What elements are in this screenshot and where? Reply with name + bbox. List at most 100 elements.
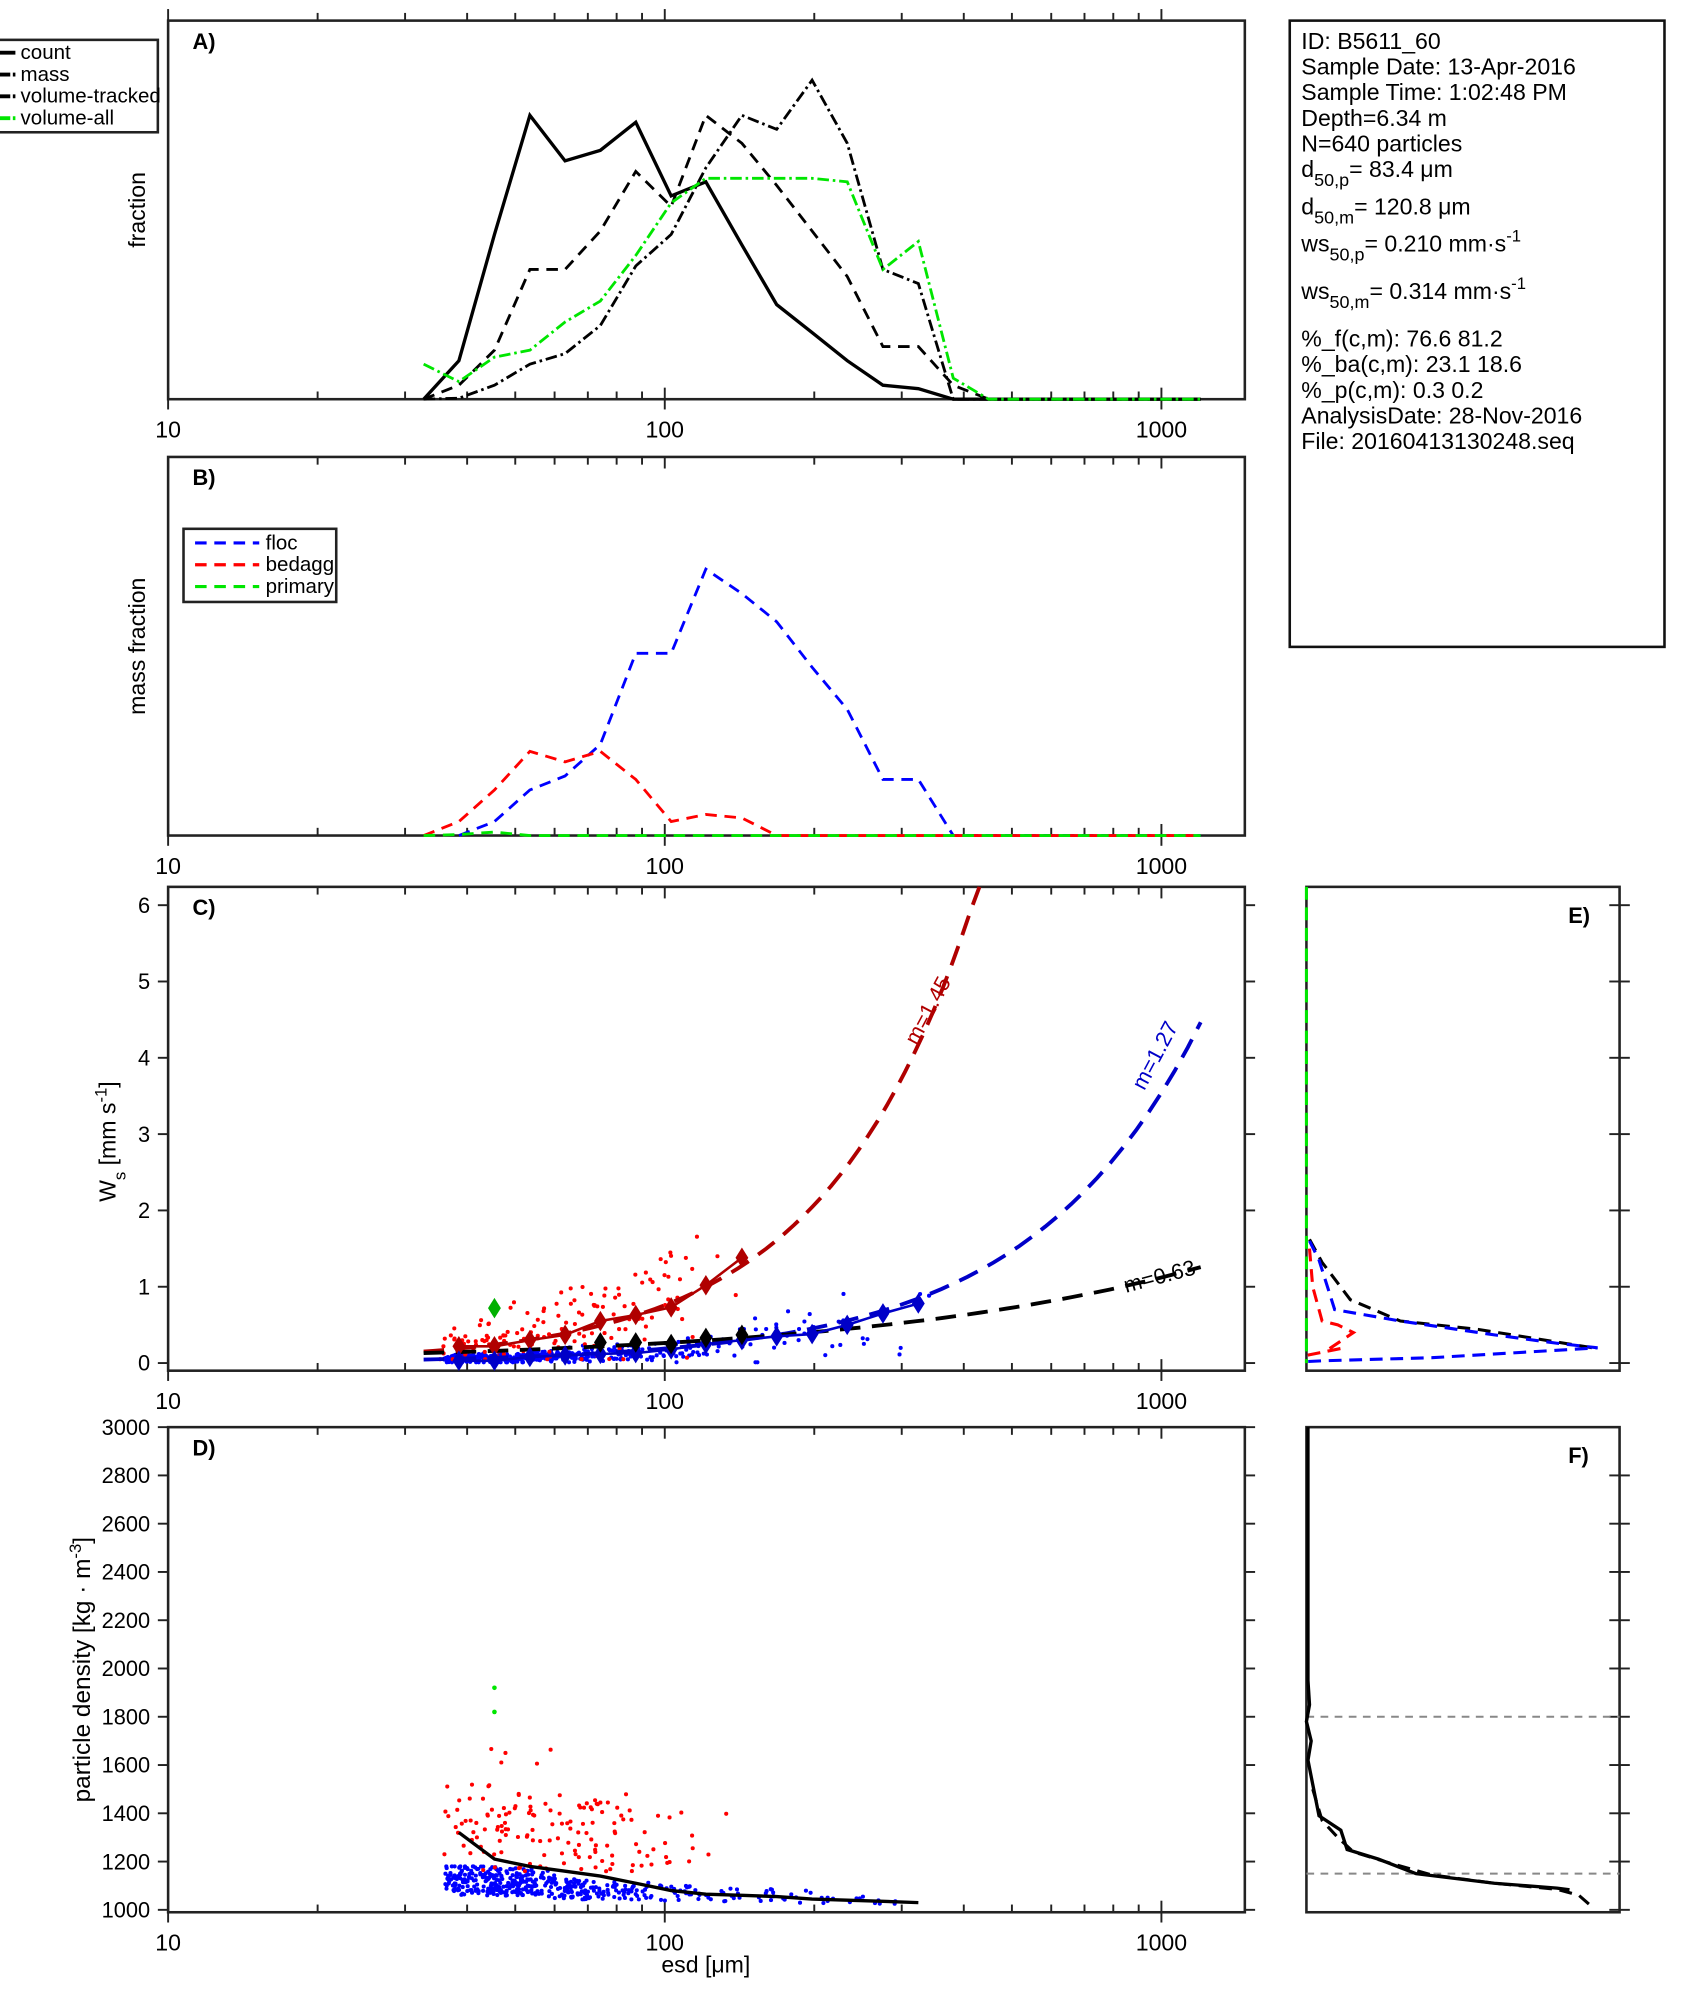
bedagg-point [505, 1329, 510, 1334]
bedagg-point [501, 1806, 506, 1811]
bedagg-point [515, 1331, 520, 1336]
floc-point [605, 1887, 610, 1893]
floc-point [658, 1897, 664, 1902]
info-text: ws [1300, 278, 1329, 304]
floc-point [616, 1890, 621, 1895]
floc-point [573, 1355, 578, 1360]
floc-point [571, 1884, 576, 1889]
bedagg-point [499, 1850, 504, 1855]
floc-point [548, 1876, 554, 1881]
floc-point [680, 1351, 685, 1356]
bedagg-point [621, 1357, 626, 1362]
info-superscript: -1 [1506, 226, 1521, 245]
bedagg-point [516, 1791, 521, 1797]
legend-label: bedagg [266, 553, 334, 576]
floc-point [926, 1293, 932, 1298]
floc-point [753, 1316, 758, 1321]
bedagg-point [572, 1321, 577, 1327]
bedagg-point [613, 1295, 618, 1300]
info-text: ws [1300, 231, 1329, 257]
y-axis-label-part: -3 [65, 1544, 84, 1559]
y-axis-label-part: particle density [kg · m [69, 1559, 96, 1803]
series-line-volume-all [423, 176, 1201, 401]
legend-label: floc [266, 531, 298, 554]
bedagg-point [668, 1250, 673, 1255]
diamond-marker-floc [770, 1326, 784, 1347]
bedagg-point [667, 1815, 672, 1820]
floc-point [498, 1880, 503, 1886]
floc-point [612, 1345, 617, 1350]
primary-point [492, 1709, 497, 1715]
bedagg-point [643, 1270, 648, 1275]
panel-E: E) [1304, 885, 1630, 1372]
bedagg-point [639, 1863, 644, 1868]
floc-point [635, 1893, 640, 1898]
bedagg-point [442, 1336, 447, 1341]
bedagg-point [617, 1346, 622, 1351]
floc-point [774, 1322, 779, 1327]
diamond-marker-all [699, 1327, 713, 1349]
bedagg-point [452, 1336, 457, 1341]
info-text: Sample Time: 1:02:48 PM [1301, 79, 1567, 105]
bedagg-point [666, 1274, 671, 1279]
floc-point [444, 1866, 449, 1871]
diamond-marker-all [593, 1332, 607, 1353]
bedagg-point [581, 1334, 587, 1339]
floc-point [548, 1884, 554, 1890]
bedagg-point [581, 1805, 587, 1810]
floc-point [529, 1884, 534, 1889]
floc-point [732, 1353, 737, 1358]
diamond-marker-bedagg [699, 1274, 713, 1296]
floc-point [753, 1327, 758, 1332]
info-line: ws50,m= 0.314 mm·s-1 [1300, 274, 1526, 312]
floc-point [533, 1877, 539, 1882]
x-axis-label: esd [μm] [661, 1952, 750, 1978]
bedagg-point [623, 1792, 629, 1797]
panel-label: D) [193, 1435, 216, 1460]
floc-point [861, 1341, 866, 1346]
bedagg-point [546, 1332, 552, 1337]
info-subscript: 50,p [1330, 245, 1365, 265]
bedagg-point [481, 1867, 486, 1873]
floc-point [588, 1885, 594, 1890]
floc-point [583, 1348, 588, 1353]
floc-point [534, 1357, 539, 1362]
floc-point [504, 1889, 509, 1894]
legend-label: primary [266, 575, 335, 598]
y-axis-label-part: ] [94, 1081, 120, 1087]
floc-point [457, 1864, 462, 1870]
floc-point [715, 1349, 720, 1354]
bedagg-point [584, 1830, 589, 1836]
axes-box [166, 455, 1247, 837]
bedagg-point [477, 1323, 482, 1328]
bedagg-point [590, 1820, 595, 1825]
series-line-floc [458, 566, 1201, 837]
floc-point [685, 1336, 690, 1341]
axes-box [166, 885, 1247, 1372]
floc-point [457, 1883, 462, 1888]
floc-point [475, 1882, 480, 1887]
floc-point [728, 1886, 733, 1891]
bedagg-point [489, 1807, 494, 1812]
bedagg-point [619, 1813, 624, 1818]
floc-point [460, 1885, 465, 1890]
diamond-marker-floc [876, 1303, 890, 1324]
bedagg-point [577, 1331, 582, 1336]
bedagg-point [680, 1317, 685, 1322]
bedagg-point [492, 1865, 497, 1870]
floc-point [584, 1878, 589, 1883]
bedagg-point [502, 1820, 508, 1825]
floc-point [614, 1888, 619, 1893]
diamond-marker-all [664, 1333, 678, 1355]
diamond-marker-bedagg [452, 1335, 466, 1357]
bedagg-point [593, 1798, 598, 1803]
floc-point [594, 1891, 600, 1896]
bedagg-point [448, 1333, 453, 1338]
bedagg-point [600, 1304, 605, 1309]
floc-point [584, 1892, 590, 1898]
floc-point [821, 1900, 826, 1906]
diamond-marker-floc [911, 1293, 925, 1314]
floc-point [461, 1878, 466, 1883]
floc-point [581, 1883, 586, 1888]
